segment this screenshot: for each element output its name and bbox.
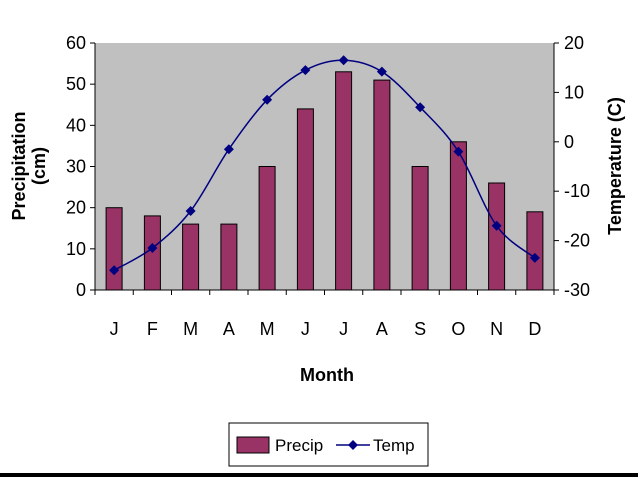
y-right-tick-label: -10 xyxy=(564,181,590,201)
temp-marker-3 xyxy=(185,205,196,216)
y-axis-title-right: Temperature (C) xyxy=(605,97,625,235)
y-right-tick-label: 10 xyxy=(564,82,584,102)
y-left-tick-label: 30 xyxy=(66,157,86,177)
precip-bar-5 xyxy=(258,166,276,291)
x-tick-label: O xyxy=(451,319,465,339)
precip-bar-7 xyxy=(335,71,353,291)
precip-bar-4 xyxy=(220,223,238,291)
y-left-tick-label: 50 xyxy=(66,74,86,94)
x-tick-label: M xyxy=(183,319,198,339)
temp-marker-10 xyxy=(453,146,464,157)
y-left-tick-label: 40 xyxy=(66,115,86,135)
temp-marker-6 xyxy=(300,65,311,76)
x-tick-label: F xyxy=(147,319,158,339)
temp-line-group xyxy=(109,55,540,276)
x-axis-title: Month xyxy=(300,365,354,385)
precip-bar-1 xyxy=(105,207,123,291)
tick-labels: 0 10 20 30 40 50 60 -30 -20 -10 0 10 20 J F M A M J J A S O N D xyxy=(66,33,590,339)
temp-marker-11 xyxy=(491,220,502,231)
legend-temp-label: Temp xyxy=(373,436,415,455)
temp-marker-1 xyxy=(109,265,120,276)
precip-bars xyxy=(105,71,544,291)
temp-marker-12 xyxy=(529,252,540,263)
temp-marker-9 xyxy=(415,102,426,113)
temp-marker-5 xyxy=(262,94,273,105)
x-tick-label: S xyxy=(414,319,426,339)
precip-bar-8 xyxy=(373,79,391,291)
precip-bar-10 xyxy=(449,141,467,291)
x-tick-label: N xyxy=(490,319,503,339)
y-right-tick-label: -20 xyxy=(564,231,590,251)
precip-bar-12 xyxy=(526,211,544,291)
bottom-rule xyxy=(0,473,638,477)
legend-precip-label: Precip xyxy=(275,436,323,455)
x-tick-label: D xyxy=(528,319,541,339)
legend-temp-marker xyxy=(348,440,358,450)
y-axis-title-left-line1: Precipitation xyxy=(9,111,29,220)
y-left-tick-label: 60 xyxy=(66,33,86,53)
legend-precip-swatch xyxy=(236,436,270,454)
precip-bar-3 xyxy=(182,223,200,291)
x-tick-label: A xyxy=(376,319,388,339)
x-tick-label: J xyxy=(110,319,119,339)
x-tick-label: J xyxy=(339,319,348,339)
y-left-tick-label: 10 xyxy=(66,239,86,259)
axes xyxy=(90,42,559,295)
temp-marker-7 xyxy=(338,55,349,66)
x-tick-label: M xyxy=(260,319,275,339)
precip-bar-9 xyxy=(411,166,429,291)
y-right-tick-label: -30 xyxy=(564,280,590,300)
temp-marker-2 xyxy=(147,243,158,254)
y-left-tick-label: 20 xyxy=(66,198,86,218)
y-axis-title-left-line2: (cm) xyxy=(29,147,49,185)
y-right-tick-label: 20 xyxy=(564,33,584,53)
precip-bar-11 xyxy=(488,182,506,291)
precip-bar-6 xyxy=(296,108,314,291)
y-left-tick-label: 0 xyxy=(76,280,86,300)
legend: Precip Temp xyxy=(228,422,429,467)
plot-area xyxy=(95,43,554,290)
temp-marker-8 xyxy=(376,66,387,77)
y-right-tick-label: 0 xyxy=(564,132,574,152)
temp-marker-4 xyxy=(223,144,234,155)
x-tick-label: J xyxy=(301,319,310,339)
x-tick-label: A xyxy=(223,319,235,339)
